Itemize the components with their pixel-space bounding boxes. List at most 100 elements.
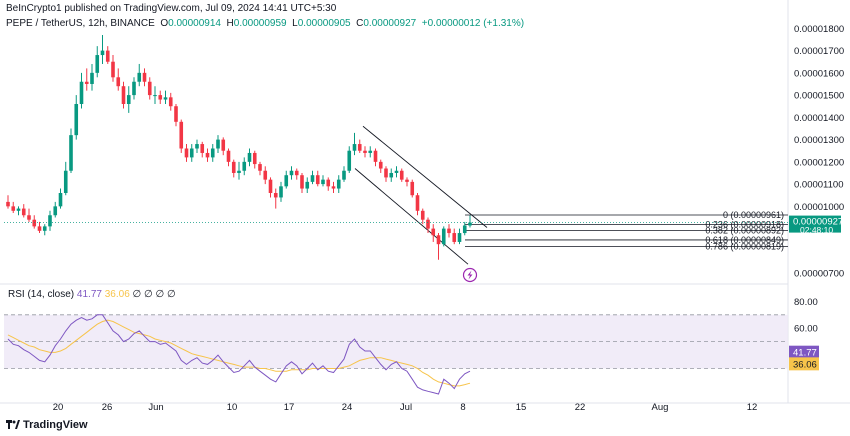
candle-body [205,152,210,158]
candle-body [357,144,362,151]
candle-body [252,152,257,165]
candle-body [363,150,367,153]
candle-body [394,170,399,173]
close-value: 0.00000927 [363,18,417,29]
high-label: H0.00000959 [226,18,287,29]
candle-body [163,97,168,100]
fib-level-label: 0.618 (0.00000849) [705,235,784,245]
candle-body [258,164,262,171]
current-price-label: 0.00000927 [793,217,843,228]
candle-body [294,170,299,176]
price-tick-label: 0.00001200 [794,157,844,168]
candle-body [184,148,189,158]
candle-body [153,95,157,97]
high-value: 0.00000959 [233,18,287,29]
low-label: L0.00000905 [292,18,351,29]
candle-body [405,179,409,182]
candle-body [74,104,79,136]
candle-body [436,235,441,245]
candle-body [158,95,163,100]
candle-body [441,228,446,245]
time-tick-label: 10 [227,402,238,413]
candle-body [11,206,16,211]
publish-info: BeInCrypto1 published on TradingView.com… [6,3,337,14]
tradingview-logo[interactable]: TradingView [6,419,88,431]
candle-body [53,206,58,216]
candle-body [263,170,268,180]
candle-body [389,172,394,178]
candle-body [457,233,462,242]
fib-level-label: 0 (0.00000961) [723,210,784,220]
candle-body [174,106,178,122]
time-tick-label: 12 [747,402,758,413]
price-tick-label: 0.00001400 [794,113,844,124]
price-tick-label: 0.00001800 [794,24,844,35]
candle-body [268,179,273,193]
candle-body [63,170,68,193]
price-tick-label: 0.00001500 [794,91,844,102]
rsi-extra: ∅ ∅ ∅ ∅ [132,289,176,300]
candle-body [410,181,415,196]
candle-body [132,81,136,96]
candle-body [452,233,457,242]
candle-body [84,81,89,84]
candle-body [32,219,37,227]
candle-body [105,50,110,62]
candle-body [21,208,26,216]
candle-body [284,175,289,187]
candle-body [420,210,425,220]
price-tick-label: 0.00001100 [794,180,844,191]
candle-body [195,144,199,149]
rsi-value: 41.77 [793,348,817,359]
candle-body [42,226,47,231]
candle-body [179,121,184,149]
candle-body [147,81,152,96]
time-tick-label: 15 [516,402,527,413]
price-tick-label: 0.00001300 [794,135,844,146]
candle-body [142,72,147,82]
open-value: 0.00000914 [168,18,221,29]
candle-body [189,148,194,158]
candle-body [342,170,346,180]
time-tick-label: 8 [460,402,465,413]
rsi-title: RSI (14, close) [8,289,75,300]
candle-body [111,61,115,78]
candle-body [462,225,467,234]
candle-body [315,175,320,185]
fib-level-label: 0.382 (0.00000892) [705,225,784,235]
rsi-value-label: 41.77 [76,289,102,300]
candle-body [216,139,220,149]
rsi-ma-value: 36.06 [793,359,817,370]
candle-body [137,72,142,82]
candle-body [242,161,247,171]
channel-lower-line [354,168,469,265]
candle-body [168,97,173,107]
change-value: +0.00000012 (+1.31%) [421,18,525,29]
candle-body [300,175,304,189]
candle-body [447,228,451,234]
rsi-value-tag [789,345,819,359]
candle-body [368,150,373,153]
candle-body [468,222,472,226]
candle-body [100,50,105,56]
fib-level-label: 0.786 (0.00000819) [705,242,784,252]
price-tick-label: 0.00001000 [794,202,844,213]
candle-body [95,55,100,73]
candle-body [431,228,436,236]
time-tick-label: 24 [342,402,353,413]
candle-body [221,139,226,151]
time-tick-label: 20 [53,402,64,413]
rsi-tick-label: 80.00 [794,297,818,308]
candle-body [352,144,357,151]
candle-body [273,193,278,198]
price-tick-label: 0.00001600 [794,68,844,79]
candle-body [37,226,42,231]
rsi-ma-line [7,319,471,387]
candle-body [426,219,430,229]
candle-body [116,77,121,87]
countdown-label: 02:48:10 [800,225,833,235]
candle-body [310,175,315,182]
candle-body [210,148,215,158]
close-label: C0.00000927 [356,18,417,29]
